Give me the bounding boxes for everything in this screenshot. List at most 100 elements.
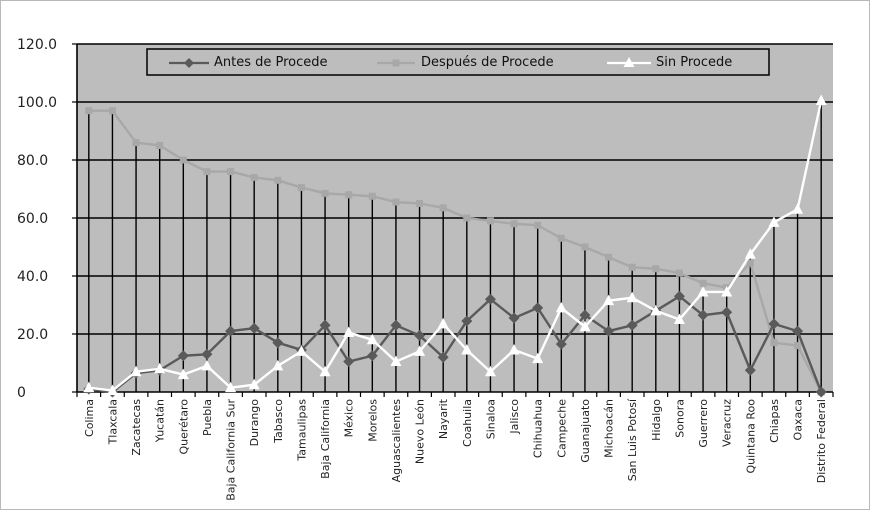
y-tick-label: 20.0 — [17, 327, 48, 343]
y-tick-label: 40.0 — [17, 269, 48, 285]
legend: Antes de Procede Después de Procede Sin … — [146, 48, 770, 76]
data-point-despues — [439, 204, 447, 212]
x-tick-label: Chihuahua — [532, 399, 545, 458]
data-point-despues — [85, 107, 93, 115]
x-tick-label: Colima — [83, 399, 96, 437]
data-point-sin — [579, 320, 591, 332]
data-point-antes — [225, 325, 237, 337]
legend-marker-antes — [184, 58, 194, 68]
x-axis: Colima Tlaxcala Zacatecas Yucatán Querétaro P… — [76, 391, 834, 501]
x-tick-label: Querétaro — [177, 399, 190, 455]
data-point-sin — [697, 285, 709, 297]
x-tick-label: Aguascalientes — [390, 399, 403, 483]
data-point-antes — [603, 325, 615, 337]
x-tick-label: México — [343, 399, 356, 438]
data-point-despues — [746, 259, 754, 267]
data-point-sin — [555, 301, 567, 313]
data-point-despues — [510, 220, 518, 228]
x-tick-label: Veracruz — [721, 399, 734, 447]
series-line-square — [88, 109, 823, 393]
data-point-antes — [484, 293, 496, 305]
y-tick-label: 80.0 — [17, 153, 48, 169]
y-tick-label: 60.0 — [17, 211, 48, 227]
data-point-sin — [319, 365, 331, 377]
data-point-sin — [295, 345, 307, 356]
data-point-antes — [815, 386, 827, 398]
data-point-sin — [603, 294, 615, 306]
data-point-sin — [673, 313, 685, 324]
data-point-antes — [508, 312, 520, 324]
data-point-antes — [343, 356, 355, 368]
series-group — [83, 94, 827, 398]
x-tick-label: Baja California — [319, 399, 332, 479]
data-point-despues — [203, 168, 211, 176]
data-point-antes — [792, 325, 804, 337]
y-tick-label: 0 — [17, 385, 26, 401]
data-point-sin — [106, 384, 118, 396]
data-point-antes — [721, 306, 733, 318]
x-tick-label: Tabasco — [272, 399, 285, 444]
x-tick-label: Yucatán — [154, 399, 167, 443]
data-point-antes — [437, 351, 449, 363]
x-tick-label: Sinaloa — [484, 399, 497, 439]
data-point-sin — [130, 365, 142, 377]
data-point-despues — [628, 263, 636, 271]
data-point-despues — [156, 142, 164, 149]
legend-item-antes: Antes de Procede — [169, 55, 328, 70]
data-point-sin — [201, 359, 213, 371]
data-point-despues — [486, 217, 494, 225]
data-point-antes — [555, 338, 567, 350]
data-point-despues — [463, 214, 471, 222]
data-point-antes — [461, 315, 473, 327]
x-tick-label: Distrito Federal — [815, 399, 828, 483]
legend-marker-sin — [623, 57, 635, 67]
legend-marker-despues — [392, 59, 400, 67]
data-point-sin — [343, 326, 355, 338]
data-point-sin — [815, 94, 827, 106]
data-point-sin — [177, 368, 189, 380]
data-point-sin — [792, 203, 804, 214]
data-point-despues — [416, 200, 424, 207]
x-tick-label: Michoacán — [603, 399, 616, 458]
x-tick-label: Nayarit — [437, 398, 450, 439]
data-point-sin — [414, 345, 426, 356]
y-tick-label: 120.0 — [17, 37, 57, 53]
x-tick-label: Nuevo León — [414, 399, 427, 464]
data-point-despues — [581, 243, 589, 251]
data-point-antes — [319, 319, 331, 331]
data-point-antes — [414, 329, 426, 341]
x-tick-label: Hidalgo — [650, 399, 663, 441]
data-point-antes — [177, 350, 189, 362]
data-point-despues — [675, 269, 683, 277]
y-tick-label: 100.0 — [17, 95, 57, 111]
data-point-sin — [650, 304, 662, 316]
x-tick-label: Zacatecas — [130, 399, 143, 456]
data-point-sin — [248, 378, 260, 390]
data-point-despues — [794, 342, 802, 350]
data-point-despues — [179, 156, 187, 164]
data-point-despues — [534, 221, 542, 229]
data-point-sin — [437, 317, 449, 329]
legend-label-antes: Antes de Procede — [214, 55, 328, 70]
data-point-antes — [744, 364, 756, 376]
x-tick-label: Guerrero — [697, 399, 710, 448]
series-line-diamond — [88, 295, 823, 394]
x-tick-label: Chiapas — [768, 399, 781, 443]
data-point-antes — [272, 337, 284, 349]
x-tick-label: Jalisco — [508, 399, 521, 435]
data-point-antes — [697, 309, 709, 321]
x-tick-label: Morelos — [366, 399, 379, 442]
data-point-antes — [626, 319, 638, 331]
x-tick-label: Guanajuato — [579, 399, 592, 463]
data-point-sin — [83, 381, 95, 393]
data-point-sin — [508, 343, 520, 355]
x-tick-label: Sonora — [673, 399, 686, 438]
data-point-sin — [532, 352, 544, 364]
data-point-despues — [699, 279, 707, 287]
x-tick-label: Tlaxcala — [106, 399, 119, 445]
data-point-sin — [225, 381, 237, 393]
x-tick-label: Puebla — [201, 399, 214, 436]
data-point-antes — [201, 348, 213, 360]
